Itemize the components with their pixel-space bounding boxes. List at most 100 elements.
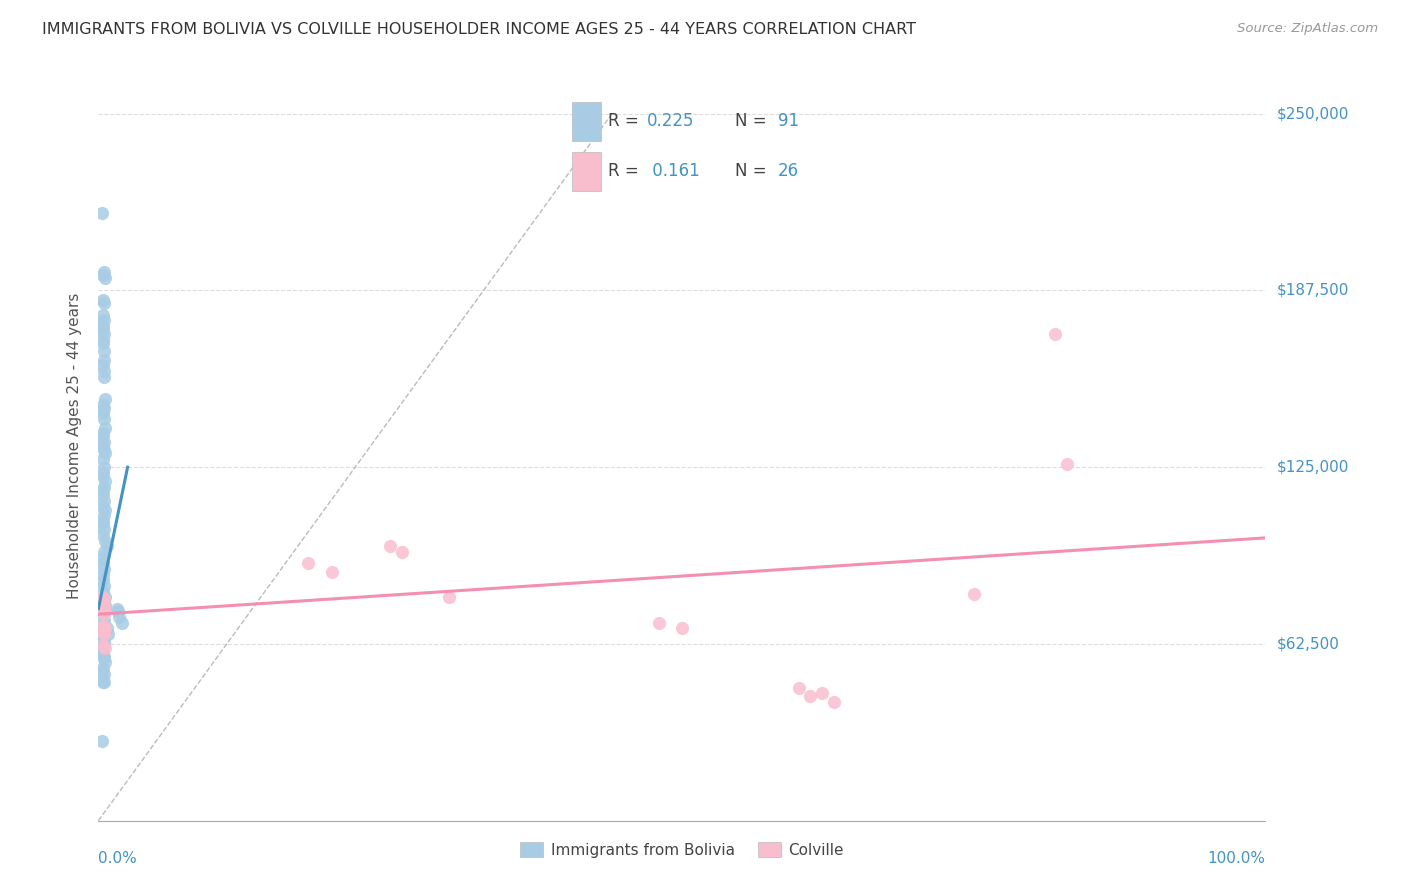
Point (91, 333, 114, 347)
Text: 0.0%: 0.0% (98, 851, 138, 866)
Point (93, 352, 115, 367)
Point (93, 599, 115, 613)
Point (91, 601, 114, 615)
Text: IMMIGRANTS FROM BOLIVIA VS COLVILLE HOUSEHOLDER INCOME AGES 25 - 44 YEARS CORREL: IMMIGRANTS FROM BOLIVIA VS COLVILLE HOUS… (42, 22, 917, 37)
Point (91, 618, 114, 632)
Point (91, 451, 114, 466)
Point (93, 601, 115, 615)
Point (93, 649, 115, 664)
Point (94, 624, 117, 639)
Point (93, 401, 115, 415)
Point (93, 666, 115, 681)
Point (93, 545, 115, 559)
Point (91, 567, 114, 582)
Point (91, 335, 114, 350)
Point (91, 429, 114, 443)
Point (94, 475, 117, 489)
Point (93, 635, 115, 649)
Point (107, 604, 129, 618)
Point (96, 621, 118, 635)
Point (90, 664, 112, 678)
Point (91, 321, 114, 335)
Point (93, 265, 115, 279)
Point (91, 483, 114, 497)
Point (91, 398, 114, 412)
Point (93, 364, 115, 378)
Point (93, 579, 115, 593)
Point (94, 446, 117, 460)
Point (91, 528, 114, 542)
Point (91, 584, 114, 599)
Point (437, 591, 460, 605)
Point (94, 599, 117, 613)
Point (91, 574, 114, 588)
Point (297, 557, 319, 571)
Point (94, 655, 117, 669)
Point (91, 607, 114, 622)
Point (94, 533, 117, 548)
Point (91, 632, 114, 647)
Point (91, 466, 114, 480)
Text: $125,000: $125,000 (1277, 459, 1348, 475)
Point (93, 508, 115, 523)
Point (91, 468, 114, 483)
Point (93, 635, 115, 649)
Point (93, 494, 115, 508)
Point (91, 516, 114, 531)
Point (90, 641, 112, 656)
Point (91, 591, 114, 605)
Point (93, 344, 115, 359)
Point (93, 434, 115, 449)
Point (380, 540, 402, 554)
Point (94, 621, 117, 635)
Point (1056, 458, 1078, 472)
Point (91, 308, 114, 322)
Point (93, 613, 115, 627)
Point (91, 661, 114, 675)
Point (94, 392, 117, 407)
Point (93, 562, 115, 576)
Point (91, 514, 114, 528)
Point (91, 675, 114, 690)
Text: $62,500: $62,500 (1277, 636, 1340, 651)
Point (93, 607, 115, 622)
Point (93, 593, 115, 607)
Point (91, 649, 114, 664)
Point (96, 540, 118, 554)
Point (391, 545, 413, 559)
Text: $250,000: $250,000 (1277, 106, 1348, 121)
Point (93, 296, 115, 310)
Point (93, 523, 115, 537)
Point (91, 632, 114, 647)
Point (93, 480, 115, 494)
Point (94, 641, 117, 656)
Point (108, 610, 131, 624)
Point (671, 621, 693, 635)
Point (91, 437, 114, 451)
Point (91, 407, 114, 421)
Point (91, 647, 114, 661)
Point (93, 443, 115, 458)
Point (91, 604, 114, 618)
Point (90, 205, 112, 219)
Point (93, 460, 115, 475)
Point (647, 615, 669, 630)
Point (94, 502, 117, 516)
Point (823, 695, 845, 709)
Point (91, 601, 114, 615)
Text: 100.0%: 100.0% (1208, 851, 1265, 866)
Text: $187,500: $187,500 (1277, 283, 1348, 298)
Point (93, 327, 115, 342)
Point (93, 369, 115, 384)
Point (105, 601, 128, 615)
Point (91, 624, 114, 639)
Point (787, 681, 810, 695)
Point (91, 359, 114, 373)
Point (91, 403, 114, 417)
Point (94, 270, 117, 285)
Point (111, 615, 134, 630)
Point (91, 596, 114, 610)
Point (1045, 327, 1067, 342)
Point (91, 268, 114, 282)
Point (93, 313, 115, 327)
